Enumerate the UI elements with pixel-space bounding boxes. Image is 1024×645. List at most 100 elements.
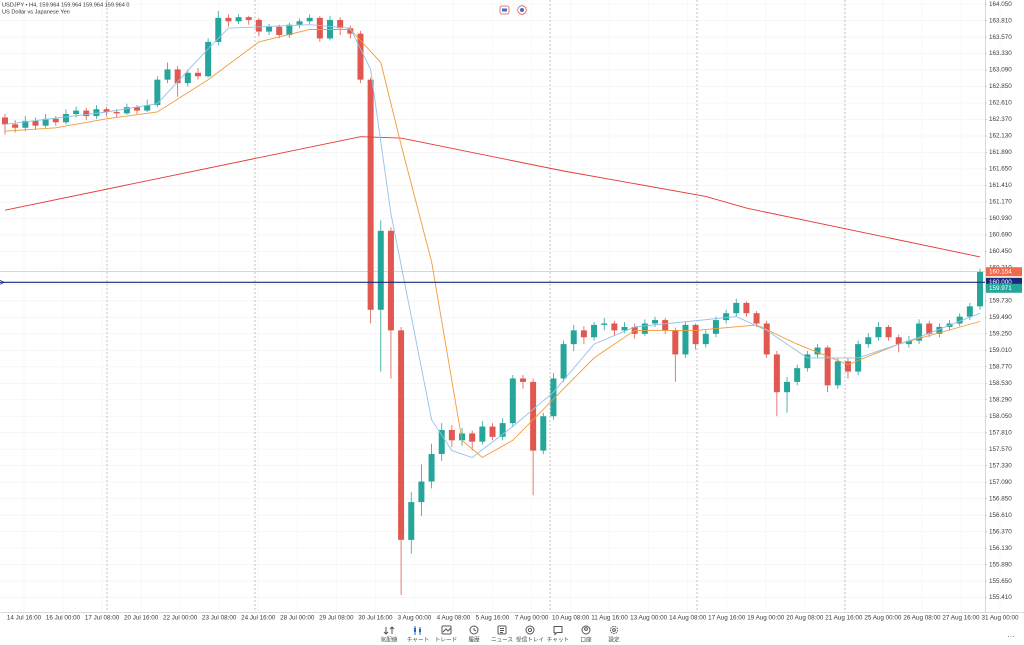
y-tick-label: 155.650 — [989, 578, 1012, 585]
candle-body — [895, 337, 902, 345]
candle-body — [367, 79, 374, 310]
y-tick-label: 160.930 — [989, 215, 1012, 222]
candle-body — [398, 330, 405, 540]
icon — [553, 626, 563, 636]
candle-body — [459, 433, 466, 441]
y-tick-label: 158.290 — [989, 396, 1012, 403]
candle-body — [550, 378, 557, 417]
indicator-line — [4, 29, 981, 459]
x-tick-label: 28 Jul 00:00 — [280, 615, 315, 622]
candle-body — [62, 114, 69, 123]
candle-body — [834, 361, 841, 386]
x-tick-label: 5 Aug 16:00 — [476, 615, 510, 622]
x-tick-label: 17 Jul 08:00 — [85, 615, 120, 622]
toolbar-item[interactable]: チャート — [407, 626, 429, 643]
candle-body — [499, 423, 506, 437]
x-tick-label: 16 Jul 00:00 — [46, 615, 81, 622]
candle-body — [591, 324, 598, 338]
candle-body — [560, 344, 567, 379]
y-tick-label: 156.610 — [989, 512, 1012, 519]
y-tick-label: 157.330 — [989, 462, 1012, 469]
y-tick-label: 163.090 — [989, 67, 1012, 74]
toolbar-item[interactable]: 気配値 — [381, 626, 398, 643]
toolbar-label: 設定 — [608, 635, 620, 643]
y-tick-label: 162.850 — [989, 83, 1012, 90]
toolbar-item[interactable]: トレード — [435, 625, 457, 643]
candle-body — [702, 333, 709, 345]
candle-body — [42, 118, 49, 126]
price-label-box — [986, 267, 1022, 277]
x-tick-label: 14 Jul 16:00 — [7, 615, 42, 622]
toolbar-label: 気配値 — [381, 635, 398, 643]
candle-body — [692, 324, 699, 345]
toolbar-item[interactable]: 履歴 — [468, 625, 480, 643]
candle-body — [276, 26, 283, 36]
y-tick-label: 160.450 — [989, 248, 1012, 255]
candle-body — [489, 426, 496, 437]
y-tick-label: 159.730 — [989, 298, 1012, 305]
y-tick-label: 163.330 — [989, 50, 1012, 57]
candle-body — [235, 17, 242, 22]
x-tick-label: 4 Aug 08:00 — [437, 615, 471, 622]
x-tick-label: 14 Aug 08:00 — [669, 615, 707, 622]
candle-body — [966, 306, 973, 317]
icon — [500, 628, 504, 633]
y-tick-label: 157.810 — [989, 429, 1012, 436]
candle-body — [408, 502, 415, 540]
candle-body — [509, 378, 516, 424]
candle-body — [977, 272, 983, 307]
y-tick-label: 157.570 — [989, 446, 1012, 453]
candle-body — [347, 28, 354, 34]
candle-body — [144, 105, 151, 111]
x-tick-label: 21 Aug 16:00 — [825, 615, 863, 622]
toolbar-item[interactable]: ニュース — [491, 625, 514, 643]
y-tick-label: 158.050 — [989, 413, 1012, 420]
candle-body — [83, 110, 90, 117]
toolbar-label: 口座 — [580, 636, 592, 643]
x-tick-label: 24 Jul 16:00 — [241, 615, 276, 622]
candle-body — [12, 124, 19, 128]
candle-body — [448, 429, 455, 441]
candle-body — [814, 347, 821, 355]
candle-body — [469, 433, 476, 442]
toolbar-item[interactable]: チャット — [547, 626, 569, 644]
candle-body — [205, 41, 212, 77]
candle-body — [905, 340, 912, 345]
candle-body — [123, 107, 130, 114]
y-tick-label: 161.650 — [989, 166, 1012, 173]
toolbar-item[interactable]: 口座 — [580, 625, 592, 643]
candle-body — [956, 316, 963, 324]
candle-body — [662, 320, 669, 331]
candle-body — [255, 19, 262, 32]
y-tick-label: 162.130 — [989, 133, 1012, 140]
toolbar-item[interactable]: 受信トレイ — [516, 625, 544, 643]
toolbar-label: 受信トレイ — [516, 635, 544, 643]
candle-body — [621, 326, 628, 331]
icon — [584, 627, 588, 631]
candle-body — [652, 320, 658, 324]
y-tick-label: 162.610 — [989, 100, 1012, 107]
more-button[interactable]: ··· — [1007, 632, 1015, 641]
y-tick-label: 164.050 — [989, 1, 1012, 8]
axes: 164.050 163.810 163.570 163.330 163.090 162.8… — [7, 1, 1022, 622]
candle-body — [743, 302, 750, 314]
candle-body — [530, 381, 537, 451]
icon — [419, 629, 421, 632]
toolbar-item[interactable]: 設定 — [608, 625, 620, 643]
candle-body — [438, 429, 445, 455]
icon — [609, 625, 619, 635]
candle-body — [93, 109, 100, 117]
x-tick-label: 30 Jul 16:00 — [358, 615, 393, 622]
candle-body — [601, 323, 608, 325]
y-tick-label: 159.010 — [989, 347, 1012, 354]
x-tick-label: 17 Aug 16:00 — [708, 615, 746, 622]
candle-body — [22, 120, 29, 128]
icon — [383, 626, 395, 635]
y-tick-label: 161.890 — [989, 149, 1012, 156]
candle-body — [316, 17, 323, 39]
toolbar-label: チャート — [407, 636, 429, 643]
x-tick-label: 29 Jul 08:00 — [319, 615, 354, 622]
price-label: 160.000 — [989, 279, 1012, 286]
candle-body — [936, 326, 943, 334]
